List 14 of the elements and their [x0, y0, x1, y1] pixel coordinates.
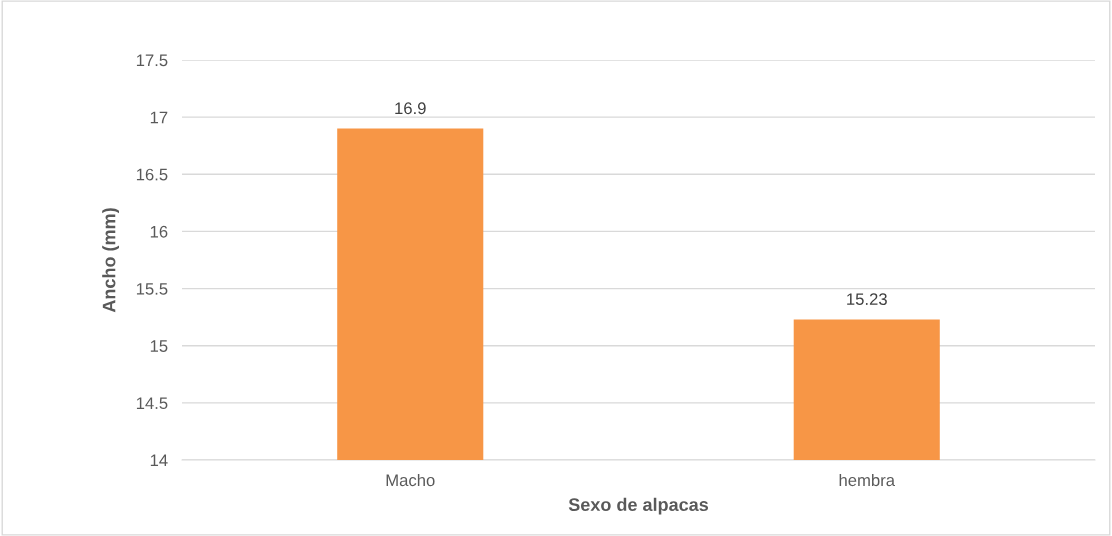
x-tick-label: hembra: [839, 473, 896, 487]
data-label: 16.9: [395, 102, 426, 115]
y-tick-label: 16: [150, 225, 168, 238]
y-tick-label: 15.5: [136, 283, 168, 295]
x-tick-label: Macho: [386, 473, 435, 487]
data-label: 15.23: [847, 293, 887, 306]
y-tick-label: 17.5: [136, 54, 168, 67]
y-tick-label: 15: [150, 340, 168, 352]
y-tick-label: 14.5: [136, 397, 168, 410]
y-tick-label: 14: [150, 454, 168, 467]
y-tick-label: 16.5: [136, 168, 168, 181]
y-axis-title: Ancho (mm): [102, 208, 120, 313]
x-axis-title: Sexo de alpacas: [568, 497, 709, 515]
y-tick-label: 17: [150, 111, 168, 124]
